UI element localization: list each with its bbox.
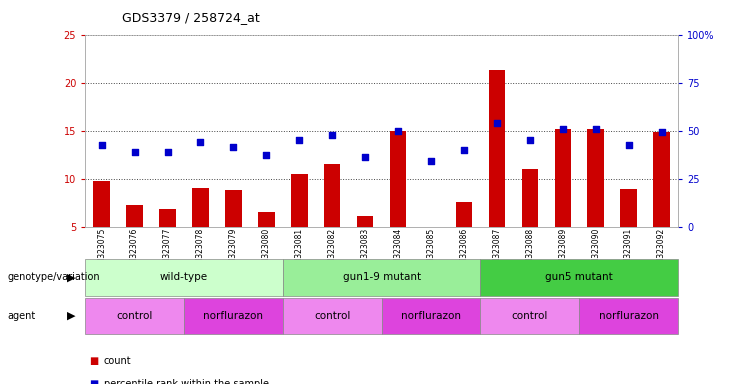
Bar (85, 298, 184, 334)
Text: control: control (116, 311, 153, 321)
Bar (488, 70, 505, 227)
Text: count: count (104, 356, 131, 366)
Text: GDS3379 / 258724_at: GDS3379 / 258724_at (122, 12, 260, 25)
Bar (127, 205, 143, 227)
Bar (522, 169, 538, 227)
Text: ▶: ▶ (67, 272, 75, 283)
Point (392, 127, 404, 134)
Point (491, 120, 503, 126)
Bar (85, 259, 283, 296)
Point (162, 149, 173, 155)
Bar (283, 259, 480, 296)
Text: gun5 mutant: gun5 mutant (545, 272, 613, 283)
Point (227, 144, 239, 150)
Point (458, 147, 470, 153)
Bar (192, 188, 209, 227)
Point (524, 137, 536, 143)
Text: control: control (511, 311, 548, 321)
Bar (357, 216, 373, 227)
Bar (93, 182, 110, 227)
Text: ■: ■ (89, 379, 98, 384)
Text: norflurazon: norflurazon (599, 311, 659, 321)
Bar (480, 259, 678, 296)
Bar (654, 132, 670, 227)
Point (195, 139, 207, 145)
Bar (423, 227, 439, 234)
Bar (382, 298, 480, 334)
Bar (291, 174, 308, 227)
Text: percentile rank within the sample: percentile rank within the sample (104, 379, 269, 384)
Point (622, 142, 634, 148)
Bar (579, 298, 678, 334)
Text: norflurazon: norflurazon (401, 311, 461, 321)
Bar (588, 129, 604, 227)
Bar (390, 131, 406, 227)
Bar (480, 298, 579, 334)
Point (326, 132, 338, 139)
Point (96, 142, 107, 148)
Text: control: control (314, 311, 350, 321)
Point (590, 126, 602, 132)
Bar (554, 129, 571, 227)
Bar (159, 209, 176, 227)
Point (260, 152, 272, 158)
Bar (184, 298, 283, 334)
Point (556, 126, 568, 132)
Text: wild-type: wild-type (160, 272, 208, 283)
Text: ▶: ▶ (67, 311, 75, 321)
Bar (620, 189, 637, 227)
Text: genotype/variation: genotype/variation (7, 272, 100, 283)
Text: gun1-9 mutant: gun1-9 mutant (342, 272, 421, 283)
Bar (324, 164, 340, 227)
Text: ■: ■ (89, 356, 98, 366)
Bar (258, 212, 275, 227)
Point (425, 158, 437, 164)
Point (129, 149, 141, 155)
Bar (456, 202, 472, 227)
Point (656, 129, 668, 136)
Bar (283, 298, 382, 334)
Text: agent: agent (7, 311, 36, 321)
Text: norflurazon: norflurazon (204, 311, 263, 321)
Point (359, 154, 371, 161)
Point (293, 137, 305, 143)
Bar (225, 190, 242, 227)
